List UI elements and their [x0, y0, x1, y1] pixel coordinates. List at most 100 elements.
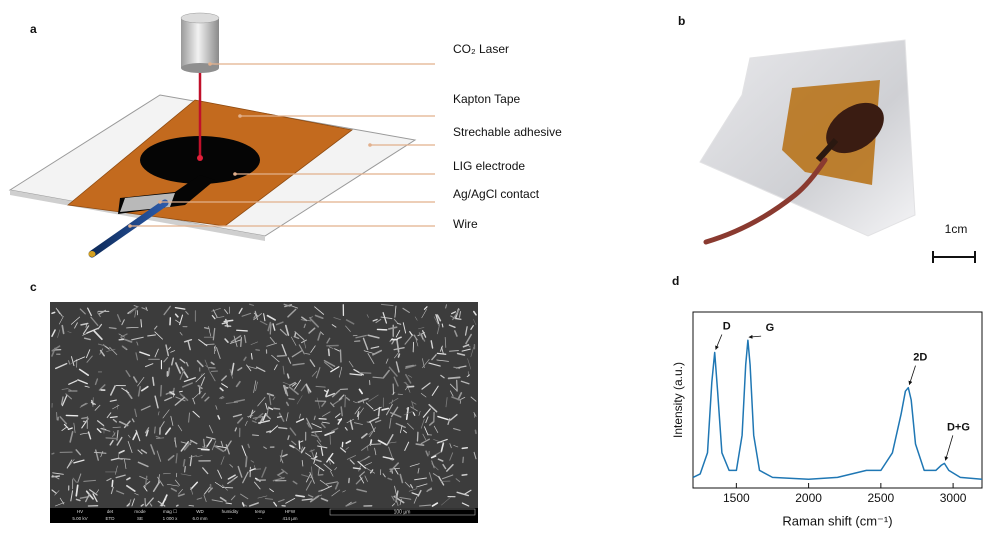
- sem-info-value: ETD: [106, 516, 116, 521]
- plot-frame: [693, 312, 982, 488]
- leader-dot: [208, 62, 212, 66]
- x-tick-label: 1500: [723, 491, 750, 505]
- sem-texture: [373, 377, 383, 378]
- sem-texture: [416, 444, 423, 445]
- leader-dot: [368, 143, 372, 147]
- sem-info-value: SE: [137, 516, 143, 521]
- sem-info-value: 5.00 kV: [72, 516, 87, 521]
- sem-texture: [141, 320, 142, 327]
- sem-texture: [185, 467, 186, 472]
- sem-texture: [475, 430, 476, 433]
- panel-label: c: [30, 280, 37, 294]
- component-label: Wire: [453, 217, 478, 231]
- sem-info-header: mode: [134, 509, 146, 514]
- sem-background: [50, 302, 478, 508]
- sem-scale-label: 100 µm: [394, 509, 411, 515]
- sem-texture: [353, 468, 360, 469]
- sem-texture: [379, 408, 380, 416]
- sem-texture: [161, 386, 162, 396]
- component-label: Ag/AgCl contact: [453, 187, 540, 201]
- sem-texture: [112, 481, 113, 487]
- sem-texture: [184, 460, 185, 466]
- sem-info-value: 6.0 mm: [192, 516, 207, 521]
- sem-info-header: humidity: [222, 509, 240, 514]
- sem-info-header: HFW: [285, 509, 296, 514]
- sem-image: [50, 302, 478, 523]
- sem-texture: [289, 399, 294, 400]
- component-label: CO₂ Laser: [453, 42, 509, 56]
- x-tick-label: 3000: [940, 491, 967, 505]
- sem-texture: [456, 319, 461, 320]
- sem-texture: [205, 328, 208, 329]
- sem-info-header: temp: [255, 509, 266, 514]
- sem-texture: [329, 349, 330, 355]
- sem-texture: [462, 475, 467, 476]
- sem-info-header: det: [107, 509, 114, 514]
- component-label: Kapton Tape: [453, 92, 520, 106]
- sem-texture: [463, 457, 464, 462]
- sem-texture: [168, 368, 169, 375]
- annotation-arrow: [749, 336, 761, 337]
- sem-info-header: HV: [77, 509, 83, 514]
- annotation-arrow: [945, 435, 952, 460]
- sem-texture: [299, 441, 300, 449]
- x-tick-label: 2000: [795, 491, 822, 505]
- laser-spot: [197, 155, 203, 161]
- sem-info-header: mag ☐: [163, 509, 178, 514]
- annotation-arrow: [716, 334, 722, 349]
- leader-dot: [238, 114, 242, 118]
- sem-texture: [237, 330, 247, 331]
- sem-texture: [109, 328, 116, 329]
- component-label: LIG electrode: [453, 159, 525, 173]
- device-photo: 1cm: [700, 40, 975, 263]
- device-diagram: [10, 13, 415, 257]
- annotation-label: G: [766, 322, 775, 334]
- x-axis-label: Raman shift (cm⁻¹): [782, 513, 892, 528]
- annotation-label: 2D: [913, 352, 927, 364]
- sem-info-value: 1 000 x: [163, 516, 179, 521]
- sem-texture: [341, 407, 342, 416]
- spectrum-line: [693, 340, 982, 479]
- panel-label: a: [30, 22, 37, 36]
- sem-texture: [52, 312, 55, 313]
- laser-head: [181, 18, 219, 68]
- panel-label: d: [672, 274, 679, 288]
- sem-texture: [177, 505, 178, 506]
- sem-texture: [52, 453, 54, 454]
- sem-info-value: ---: [258, 516, 263, 521]
- laser-top: [181, 13, 219, 23]
- sem-texture: [246, 457, 247, 467]
- panel-label: b: [678, 14, 685, 28]
- sem-info-value: 414 µm: [282, 516, 297, 521]
- sem-texture: [241, 338, 242, 347]
- sem-texture: [398, 354, 399, 357]
- sem-texture: [106, 438, 117, 439]
- x-tick-label: 2500: [867, 491, 894, 505]
- sem-texture: [449, 377, 460, 378]
- sem-texture: [462, 448, 467, 449]
- sem-info-header: WD: [196, 509, 204, 514]
- sem-texture: [82, 418, 88, 419]
- sem-texture: [442, 324, 443, 327]
- component-label: Strechable adhesive: [453, 125, 562, 139]
- sem-texture: [316, 386, 325, 387]
- annotation-label: D+G: [947, 421, 970, 433]
- sem-info-value: ---: [228, 516, 233, 521]
- sem-texture: [226, 503, 231, 504]
- annotation-arrow: [909, 366, 915, 385]
- leader-dot: [158, 200, 162, 204]
- sem-texture: [370, 444, 381, 445]
- scale-bar-label: 1cm: [945, 222, 968, 236]
- sem-texture: [77, 499, 80, 500]
- leader-dot: [233, 172, 237, 176]
- annotation-label: D: [723, 320, 731, 332]
- sem-texture: [295, 333, 296, 336]
- sem-texture: [110, 417, 117, 418]
- sem-texture: [165, 497, 166, 500]
- leader-dot: [128, 224, 132, 228]
- sem-texture: [274, 408, 280, 409]
- sem-texture: [278, 417, 282, 418]
- sem-texture: [278, 356, 286, 357]
- y-axis-label: Intensity (a.u.): [671, 362, 685, 438]
